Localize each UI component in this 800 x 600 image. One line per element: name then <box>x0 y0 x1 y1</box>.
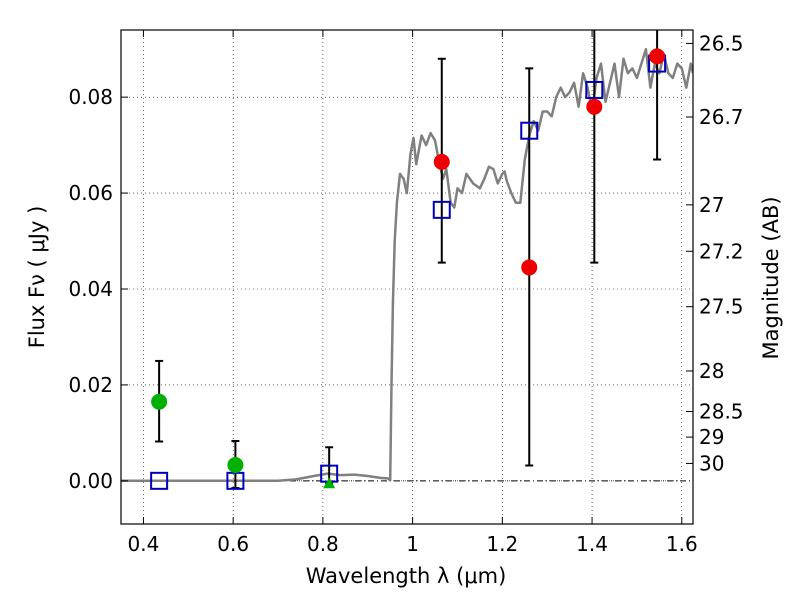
x-tick-label: 0.6 <box>217 532 249 556</box>
magnitude-tick-label: 26.5 <box>699 31 744 55</box>
magnitude-tick-label: 28.5 <box>699 400 744 424</box>
x-tick-label: 0.4 <box>128 532 160 556</box>
grid-lines <box>121 30 693 524</box>
magnitude-tick-label: 27 <box>699 193 724 217</box>
optical-flux-point <box>151 393 168 410</box>
magnitude-tick-label: 27.2 <box>699 239 744 263</box>
y-tick-label: 0.02 <box>68 373 113 397</box>
x-tick-label: 0.8 <box>307 532 339 556</box>
magnitude-tick-label: 28 <box>699 359 724 383</box>
magnitude-tick-label: 30 <box>699 451 724 475</box>
model-flux-square <box>432 200 451 219</box>
plot-frame <box>120 29 694 525</box>
model-flux-square <box>150 471 169 490</box>
nir-flux-point <box>433 153 450 170</box>
optical-upper-limit-marker <box>323 477 336 489</box>
nir-flux-point <box>649 48 666 65</box>
observed-flux-markers <box>151 48 666 489</box>
nir-flux-point <box>521 259 538 276</box>
axis-ticks <box>121 30 693 524</box>
model-flux-square <box>585 80 604 99</box>
x-tick-label: 1 <box>406 532 419 556</box>
model-spectrum-line <box>121 47 693 483</box>
x-tick-label: 1.6 <box>666 532 698 556</box>
magnitude-tick-label: 26.7 <box>699 105 744 129</box>
y-tick-label: 0.06 <box>68 181 113 205</box>
magnitude-axis-label: Magnitude (AB) <box>759 196 783 359</box>
x-tick-label: 1.2 <box>486 532 518 556</box>
y-axis-label: Flux Fν ( μJy ) <box>25 206 49 349</box>
nir-flux-point <box>586 98 603 115</box>
optical-flux-point <box>227 457 244 474</box>
magnitude-tick-label: 29 <box>699 425 724 449</box>
y-tick-label: 0.04 <box>68 277 113 301</box>
model-flux-markers <box>150 54 667 490</box>
y-tick-labels: 0.00 0.02 0.04 0.06 0.08 <box>68 85 113 493</box>
x-tick-label: 1.4 <box>576 532 608 556</box>
y-tick-label: 0.00 <box>68 469 113 493</box>
magnitude-tick-label: 27.5 <box>699 295 744 319</box>
x-axis-label: Wavelength λ (μm) <box>306 564 507 588</box>
plot-area <box>121 30 693 490</box>
x-tick-labels: 0.4 0.6 0.8 1 1.2 1.4 1.6 <box>128 532 698 556</box>
model-flux-square <box>520 121 539 140</box>
y-tick-label: 0.08 <box>68 85 113 109</box>
